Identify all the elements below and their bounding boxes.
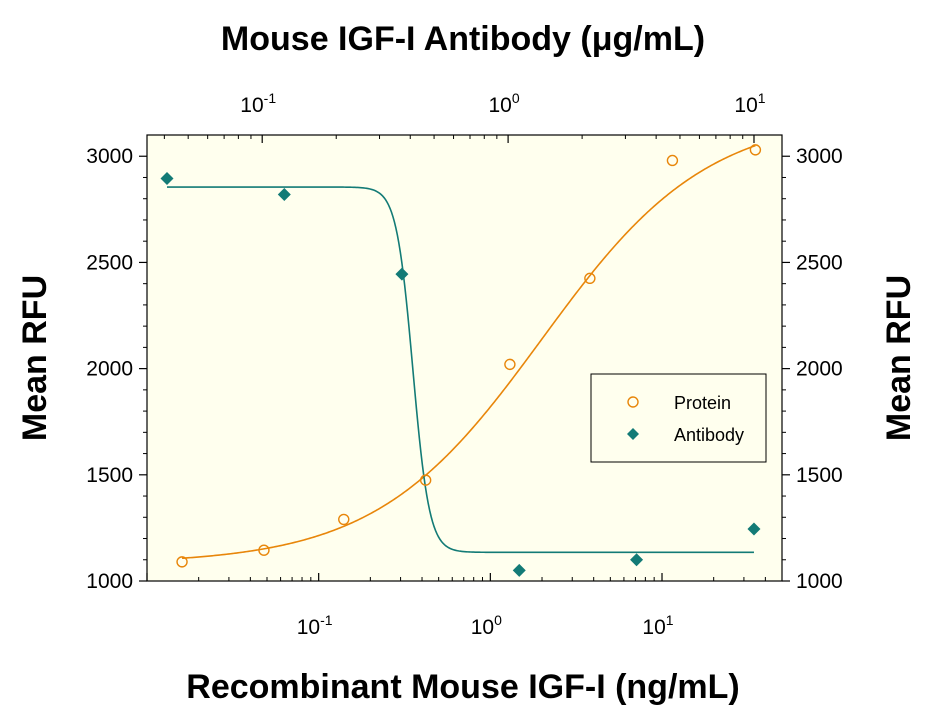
x-top-tick-label: 101 bbox=[734, 90, 765, 117]
y-tick-label-left: 2000 bbox=[86, 358, 133, 381]
antibody-point bbox=[512, 563, 526, 577]
protein-point bbox=[749, 144, 762, 156]
legend-label-antibody: Antibody bbox=[674, 425, 744, 445]
antibody-point bbox=[395, 267, 409, 281]
x-ticks-top: 10-1 100 101 bbox=[163, 90, 766, 143]
y-axis-title-left: Mean RFU bbox=[16, 275, 54, 441]
x-bottom-tick-label: 10-1 bbox=[297, 612, 333, 639]
fit-curves bbox=[166, 144, 756, 560]
y-tick-label-right: 1000 bbox=[796, 570, 843, 593]
x-bottom-tick-label: 100 bbox=[471, 612, 502, 639]
legend-label-protein: Protein bbox=[674, 393, 731, 413]
antibody-point bbox=[160, 172, 174, 186]
fit-curve-protein bbox=[181, 144, 756, 560]
protein-point bbox=[338, 513, 350, 526]
protein-point bbox=[666, 154, 679, 167]
y-tick-label-right: 2500 bbox=[796, 251, 843, 274]
x-top-tick-label: 100 bbox=[489, 90, 520, 117]
y-ticks-right: 1000 1500 2000 2500 3000 bbox=[782, 145, 843, 593]
y-ticks-left: 1000 1500 2000 2500 3000 bbox=[86, 145, 147, 593]
protein-point bbox=[176, 556, 188, 568]
protein-point bbox=[419, 474, 432, 486]
top-axis-title: Mouse IGF-I Antibody (μg/mL) bbox=[221, 20, 705, 58]
x-top-tick-label: 10-1 bbox=[240, 90, 276, 117]
fit-curve-antibody bbox=[166, 186, 754, 554]
x-axis-title: Recombinant Mouse IGF-I (ng/mL) bbox=[186, 668, 739, 706]
y-tick-label-right: 1500 bbox=[796, 464, 843, 487]
y-tick-label-right: 3000 bbox=[796, 145, 843, 168]
legend-box bbox=[590, 373, 767, 463]
y-tick-label-right: 2000 bbox=[796, 358, 843, 381]
y-tick-label-left: 1500 bbox=[86, 464, 133, 487]
data-points bbox=[160, 144, 762, 577]
antibody-point bbox=[747, 522, 761, 536]
y-tick-label-left: 2500 bbox=[86, 251, 133, 274]
y-tick-label-left: 1000 bbox=[86, 570, 133, 593]
protein-point bbox=[504, 358, 516, 371]
x-bottom-tick-label: 101 bbox=[642, 612, 673, 639]
y-axis-title-right: Mean RFU bbox=[880, 275, 918, 441]
legend: Protein Antibody bbox=[590, 373, 767, 463]
protein-point bbox=[258, 544, 270, 556]
legend-marker-antibody bbox=[627, 428, 639, 440]
antibody-point bbox=[277, 187, 291, 201]
plot-area bbox=[146, 134, 783, 582]
legend-marker-protein bbox=[627, 396, 639, 408]
protein-point bbox=[584, 272, 596, 285]
antibody-point bbox=[630, 553, 644, 567]
y-tick-label-left: 3000 bbox=[86, 145, 133, 168]
x-ticks-bottom: 10-1 100 101 bbox=[146, 573, 783, 639]
